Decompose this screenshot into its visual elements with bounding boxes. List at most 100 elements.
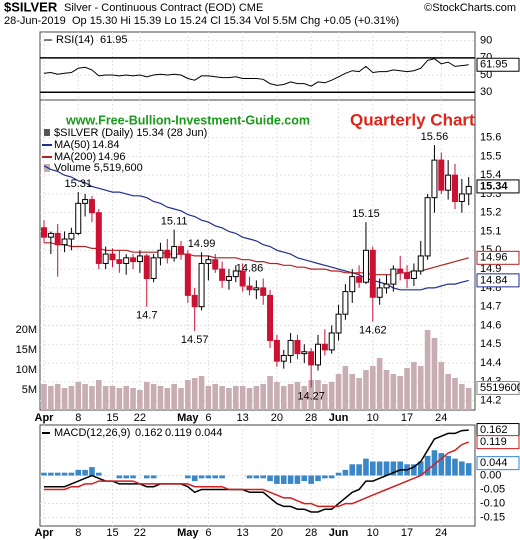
- candle-body: [205, 259, 212, 264]
- volume-bar: [61, 388, 68, 410]
- value-box: [476, 179, 520, 194]
- ma50-legend: MA(50): [54, 139, 90, 151]
- y-tick-label: 14.6: [480, 319, 501, 331]
- rsi-legend: RSI(14): [56, 34, 94, 46]
- histogram-bar: [397, 461, 403, 476]
- candle-body: [321, 343, 328, 351]
- volume-bar: [41, 384, 47, 410]
- volume-bar: [54, 384, 61, 410]
- candle-body: [458, 193, 465, 202]
- x-tick-label: 17: [401, 412, 413, 424]
- rsi-legend-value: 61.95: [100, 34, 128, 46]
- histogram-bar: [417, 461, 424, 476]
- value-box-label: 61.95: [480, 59, 508, 71]
- value-box-label: 15.34: [480, 180, 508, 192]
- candle-body: [301, 351, 308, 355]
- price-annotation: 14.86: [236, 263, 264, 275]
- x-tick-label: 20: [271, 527, 283, 539]
- histogram-bar: [191, 475, 198, 482]
- price-annotation: 15.31: [64, 178, 92, 190]
- histogram-bar: [383, 461, 390, 476]
- volume-bar: [335, 374, 342, 410]
- volume-bar: [75, 382, 82, 410]
- candle-body: [356, 276, 363, 283]
- candle-body: [445, 174, 452, 191]
- y-tick-label: 14.5: [480, 338, 501, 350]
- signal-line: [44, 441, 469, 508]
- watermark-title: Quarterly Chart: [350, 110, 475, 129]
- volume-bar: [465, 387, 472, 410]
- volume-bar: [411, 362, 417, 410]
- histogram-bar: [253, 475, 260, 479]
- histogram-bar: [96, 472, 102, 476]
- histogram-bar: [370, 461, 376, 476]
- histogram-bar: [322, 475, 328, 479]
- histogram-bar: [68, 472, 75, 476]
- histogram-bar: [301, 475, 308, 482]
- volume-bar: [68, 386, 75, 410]
- volume-bar: [191, 378, 198, 410]
- price-annotation: 15.11: [161, 216, 188, 228]
- volume-bar: [185, 380, 191, 410]
- candle-body: [362, 249, 369, 283]
- macd-legend-value: 0.162: [135, 427, 163, 439]
- x-tick-label: 15: [106, 527, 118, 539]
- volume-bar: [178, 388, 184, 410]
- histogram-bar: [198, 475, 205, 479]
- volume-bar: [253, 386, 260, 410]
- candle-body: [82, 199, 89, 204]
- y-tick-label: 14.7: [480, 301, 501, 313]
- candle-body: [130, 257, 137, 263]
- volume-bar: [287, 384, 294, 410]
- y-tick-label: 0.00: [480, 469, 501, 481]
- volume-bar: [363, 370, 369, 410]
- moving-average: [44, 242, 469, 276]
- candle-body: [123, 257, 130, 264]
- x-tick-label: 6: [205, 412, 211, 424]
- candle-body: [157, 249, 164, 259]
- volume-bar: [431, 338, 438, 410]
- histogram-bar: [212, 475, 219, 479]
- x-tick-label: Jun: [329, 527, 349, 539]
- histogram-bar: [82, 469, 88, 476]
- price-annotation: 14.57: [181, 334, 209, 346]
- volume-legend: Volume 5,519,600: [54, 162, 143, 174]
- ma200-legend: MA(200): [54, 151, 96, 163]
- histogram-bar: [150, 475, 157, 479]
- volume-bar: [267, 376, 273, 410]
- x-tick-label: 8: [75, 412, 81, 424]
- value-box: [476, 57, 520, 72]
- candle-body: [164, 249, 171, 259]
- volume-bar: [96, 380, 102, 410]
- price-annotation: 14.7: [136, 310, 157, 322]
- volume-bar: [260, 384, 266, 410]
- x-tick-label: 24: [435, 412, 447, 424]
- x-tick-label: 20: [271, 412, 283, 424]
- value-box-label: 0.044: [480, 457, 508, 469]
- histogram-bar: [267, 475, 273, 482]
- value-box-label: 14.84: [480, 274, 508, 286]
- y-tick-label: 30: [480, 86, 492, 98]
- y-tick-label: 15.1: [480, 225, 501, 237]
- histogram-bar: [246, 475, 253, 479]
- price-legend-icon: [44, 129, 50, 136]
- volume-bar: [89, 386, 95, 410]
- candle-body: [178, 246, 184, 255]
- histogram-bar: [294, 475, 301, 484]
- candle-body: [410, 270, 417, 279]
- histogram-bar: [411, 464, 417, 476]
- volume-bar: [370, 366, 376, 410]
- histogram-bar: [287, 475, 294, 484]
- volume-bar: [116, 388, 123, 410]
- volume-bar: [143, 382, 150, 410]
- volume-bar: [212, 384, 219, 410]
- y-tick-label: 14.2: [480, 395, 501, 407]
- candle-body: [198, 262, 205, 308]
- x-tick-label: 28: [305, 412, 317, 424]
- candle-body: [267, 294, 274, 341]
- candle-body: [75, 202, 82, 234]
- volume-bar: [390, 374, 397, 410]
- x-tick-label: May: [177, 527, 199, 539]
- candle-body: [404, 272, 411, 279]
- volume-bar: [417, 366, 424, 410]
